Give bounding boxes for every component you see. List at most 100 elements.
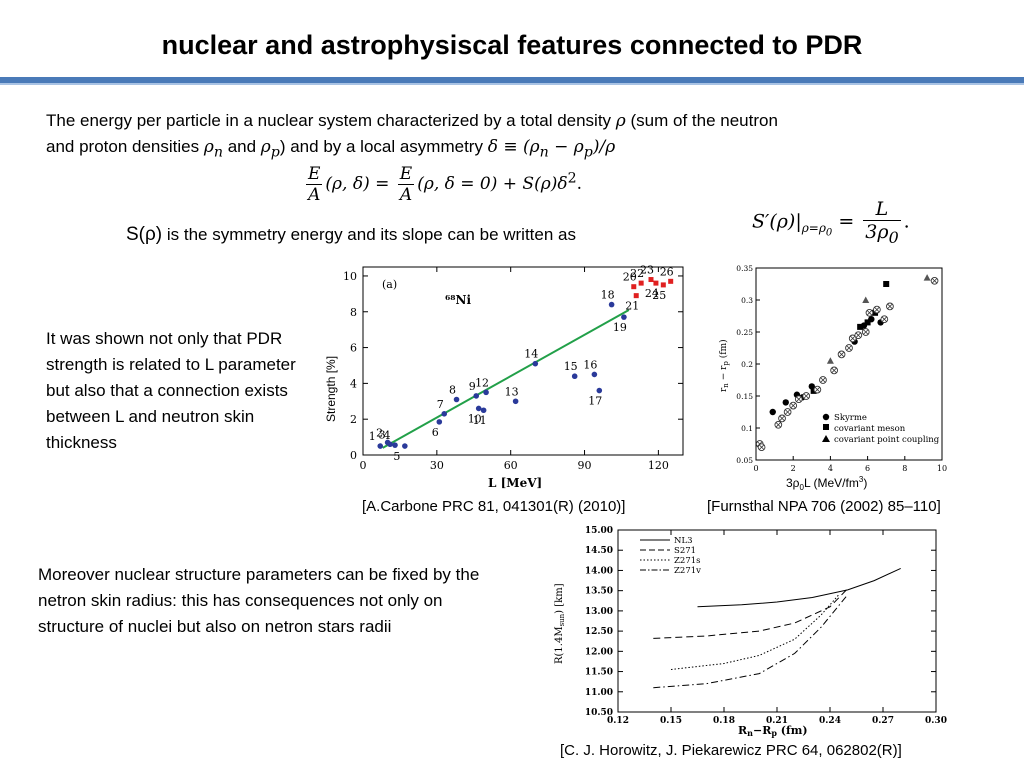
series-line-nl3 — [697, 567, 901, 608]
x-tick-label: 2 — [791, 464, 796, 473]
ref-carbone: [A.Carbone PRC 81, 041301(R) (2010)] — [362, 498, 626, 515]
hatched-point-cross — [838, 351, 845, 358]
hatched-point-cross — [866, 310, 873, 316]
delta-minus: − ρ — [548, 137, 584, 157]
data-point — [473, 393, 480, 399]
data-point — [648, 277, 654, 283]
y-tick-label: 10.50 — [585, 708, 613, 718]
point-label: 1 — [369, 430, 376, 443]
formula2-end: . — [903, 210, 910, 233]
rhs-args: (ρ, δ = 0) + S(ρ)δ — [417, 174, 568, 194]
point-label: 16 — [583, 358, 597, 371]
point-label: 21 — [625, 300, 639, 313]
slope-den-sub: 0 — [888, 227, 899, 247]
y-tick-label: 0.35 — [736, 264, 753, 273]
y-tick-label: 0.3 — [741, 296, 753, 305]
y-tick-label: 15.00 — [585, 526, 613, 536]
pointcoupling-point — [826, 357, 834, 364]
y-tick-label: 14.50 — [585, 546, 613, 556]
x-tick-label: 4 — [828, 464, 833, 473]
y-tick-label: 13.00 — [585, 607, 613, 617]
data-point — [377, 443, 384, 449]
hatched-point-cross — [887, 303, 893, 310]
title-rule-shadow — [0, 83, 1024, 85]
point-label: 20 — [623, 271, 637, 284]
data-point — [591, 371, 598, 378]
intro-line2-a: and proton densities — [46, 137, 204, 156]
x-tick-label: 90 — [578, 459, 592, 472]
x-tick-label: 30 — [430, 459, 444, 472]
legend-skyrme: Skyrme — [834, 413, 867, 423]
legend-pointcoupling: covariant point coupling — [834, 435, 940, 445]
chart1-nucleus-label: ⁶⁸Ni — [445, 293, 471, 307]
pointcoupling-point — [923, 274, 931, 281]
x-tick-label: 0.15 — [660, 716, 682, 726]
symmetry-text: is the symmetry energy and its slope can… — [162, 225, 576, 244]
energy-formula: E A (ρ, δ) = E A (ρ, δ = 0) + S(ρ)δ2. — [303, 164, 582, 205]
legend-skyrme-marker — [822, 413, 830, 421]
symmetry-line: S(ρ) is the symmetry energy and its slop… — [126, 222, 576, 248]
rhs-exp: 2 — [567, 170, 577, 187]
data-point — [668, 278, 674, 284]
y-tick-label: 10 — [343, 270, 357, 283]
point-label: 14 — [524, 348, 538, 361]
series-line-z271s — [670, 594, 840, 670]
slope-lhs-sub: ρ=ρ — [801, 221, 826, 236]
hatched-point-cross — [874, 306, 880, 313]
y-tick-label: 13.50 — [585, 587, 613, 597]
chart3-legend: NL3 S271 Z271s Z271v — [640, 536, 701, 576]
point-label: 2 — [376, 426, 383, 439]
delta-n-sub: n — [539, 144, 549, 161]
chart3-ylabel: R(1.4Msun) [km] — [554, 583, 566, 664]
chart-radius-vs-skin: 0.12 0.15 0.18 0.21 0.24 0.27 0.30 10.50 11.00 11… — [554, 526, 947, 738]
x-tick-label: 0.24 — [819, 716, 841, 726]
data-point — [483, 389, 489, 396]
intro-paragraph: The energy per particle in a nuclear sys… — [46, 108, 986, 165]
point-label: 11 — [473, 414, 487, 427]
rhs-num: E — [397, 164, 415, 185]
point-label: 12 — [475, 376, 489, 389]
hatched-point-cross — [790, 402, 796, 409]
y-tick-label: 12.50 — [585, 627, 613, 637]
x-tick-label: 0.12 — [607, 716, 629, 726]
x-tick-label: 60 — [504, 459, 518, 472]
data-point — [480, 407, 487, 414]
y-tick-label: 2 — [350, 413, 357, 426]
x-tick-label: 0.21 — [766, 716, 788, 726]
hatched-point-cross — [784, 409, 791, 415]
x-tick-label: 0.27 — [872, 716, 894, 726]
hatched-point-cross — [796, 396, 802, 402]
y-tick-label: 0.05 — [736, 456, 753, 465]
data-point — [633, 293, 639, 299]
point-label: 24 — [645, 287, 659, 300]
y-tick-label: 14.00 — [585, 566, 613, 576]
point-label: 15 — [564, 360, 578, 373]
pdr-paragraph: It was shown not only that PDR strength … — [46, 329, 296, 452]
x-tick-label: 0 — [360, 459, 367, 472]
lhs-den: A — [308, 185, 321, 205]
delta-def: δ ≡ (ρ — [487, 137, 540, 157]
data-point — [631, 284, 637, 290]
data-point — [392, 442, 398, 448]
legend-s271: S271 — [674, 546, 696, 556]
meson-point — [864, 319, 871, 326]
fit-line — [382, 309, 630, 449]
data-point — [475, 405, 482, 412]
x-tick-label: 6 — [865, 464, 870, 473]
point-label: 17 — [588, 395, 602, 408]
point-label: 6 — [432, 426, 439, 439]
point-label: 23 — [640, 264, 654, 277]
intro-line2-b: ) and by a local asymmetry — [279, 137, 488, 156]
data-point — [453, 396, 460, 403]
rho-p-sub: p — [270, 144, 280, 161]
y-tick-label: 8 — [350, 306, 357, 319]
chart2-xlabel: 3ρ0L (MeV/fm3) — [786, 475, 867, 492]
rho-symbol: ρ — [615, 111, 626, 131]
intro-line1-a: The energy per particle in a nuclear sys… — [46, 111, 616, 130]
y-tick-label: 12.00 — [585, 647, 613, 657]
point-label: 13 — [505, 385, 519, 398]
point-label: 25 — [652, 289, 666, 302]
slope-num: L — [863, 198, 901, 221]
